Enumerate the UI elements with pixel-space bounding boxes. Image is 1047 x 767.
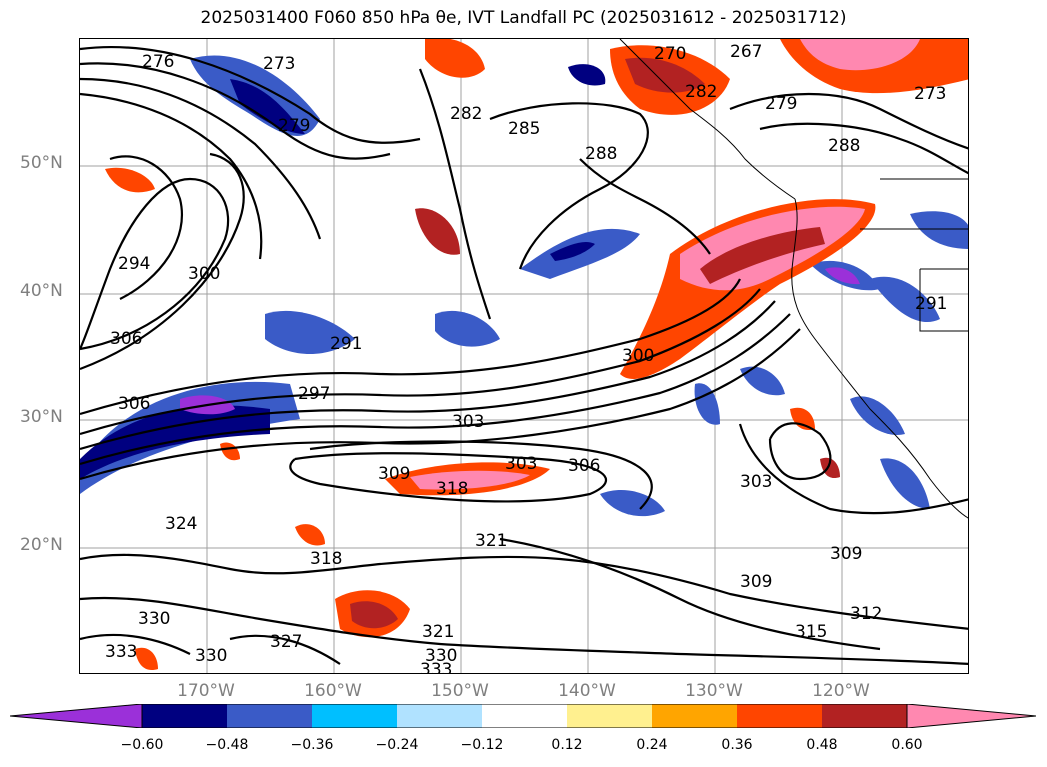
colorbar-svg	[9, 703, 1037, 729]
coastlines	[619, 39, 968, 519]
lat-label-30n: 30°N	[20, 407, 63, 427]
colorbar-bin	[822, 704, 907, 728]
contour-label: 270	[654, 44, 686, 64]
map-svg: 276 273 270 267 273 282 282 285 288 288 …	[80, 39, 968, 674]
contour-label: 312	[850, 604, 882, 624]
contour-label: 303	[505, 454, 537, 474]
positive-pc-shading	[105, 39, 968, 671]
colorbar	[9, 703, 1037, 729]
contour-label: 297	[298, 384, 330, 404]
contour-label: 324	[165, 514, 197, 534]
colorbar-tick: −0.48	[205, 737, 249, 753]
colorbar-tick: 0.12	[551, 737, 583, 753]
contour-label: 306	[110, 329, 142, 349]
lon-label-120w: 120°W	[812, 681, 870, 701]
lon-label-150w: 150°W	[431, 681, 489, 701]
contour-label: 288	[828, 136, 860, 156]
colorbar-tick: −0.12	[460, 737, 504, 753]
lon-label-160w: 160°W	[304, 681, 362, 701]
map-title: 2025031400 F060 850 hPa θe, IVT Landfall…	[200, 8, 847, 28]
colorbar-bin	[567, 704, 652, 728]
colorbar-tick: 0.48	[806, 737, 838, 753]
contour-label: 303	[740, 472, 772, 492]
colorbar-bin	[737, 704, 822, 728]
contour-label: 288	[585, 144, 617, 164]
colorbar-bin	[227, 704, 312, 728]
contour-label: 276	[142, 52, 174, 72]
contour-label: 321	[422, 622, 454, 642]
colorbar-bin	[652, 704, 737, 728]
contour-label: 309	[830, 544, 862, 564]
contour-label: 282	[450, 104, 482, 124]
contour-label: 333	[420, 660, 452, 674]
contour-label: 267	[730, 42, 762, 62]
contour-label: 300	[188, 264, 220, 284]
contour-label: 318	[310, 549, 342, 569]
contour-label: 330	[195, 646, 227, 666]
contour-label: 309	[378, 464, 410, 484]
contour-label: 300	[622, 346, 654, 366]
lat-label-40n: 40°N	[20, 281, 63, 301]
contour-label: 294	[118, 254, 150, 274]
contour-label: 321	[475, 531, 507, 551]
contour-label: 285	[508, 119, 540, 139]
colorbar-tick: 0.60	[891, 737, 923, 753]
colorbar-tick: −0.24	[375, 737, 419, 753]
colorbar-tick: 0.36	[721, 737, 753, 753]
contour-label: 303	[452, 412, 484, 432]
lon-label-130w: 130°W	[685, 681, 743, 701]
colorbar-tick: −0.60	[120, 737, 164, 753]
lat-label-20n: 20°N	[20, 535, 63, 555]
contour-label: 279	[765, 94, 797, 114]
map-panel: 276 273 270 267 273 282 282 285 288 288 …	[79, 38, 969, 674]
contour-label: 330	[138, 609, 170, 629]
contour-label: 306	[118, 394, 150, 414]
colorbar-tick: −0.36	[290, 737, 334, 753]
contour-label: 273	[914, 84, 946, 104]
contour-label: 306	[568, 456, 600, 476]
colorbar-bin	[312, 704, 397, 728]
colorbar-under-arrow	[9, 703, 143, 729]
contour-labels: 276 273 270 267 273 282 282 285 288 288 …	[105, 42, 947, 674]
contour-label: 327	[270, 632, 302, 652]
contour-label: 318	[436, 479, 468, 499]
contour-label: 309	[740, 572, 772, 592]
contour-label: 279	[278, 116, 310, 136]
contour-label: 315	[795, 622, 827, 642]
contour-label: 291	[330, 334, 362, 354]
contour-label: 282	[685, 82, 717, 102]
colorbar-bin	[397, 704, 482, 728]
lon-label-170w: 170°W	[177, 681, 235, 701]
theta-e-contours	[80, 45, 968, 665]
contour-label: 330	[425, 646, 457, 666]
contour-label: 333	[105, 642, 137, 662]
contour-label: 273	[263, 54, 295, 74]
lon-label-140w: 140°W	[558, 681, 616, 701]
colorbar-bin	[142, 704, 227, 728]
lat-label-50n: 50°N	[20, 153, 63, 173]
contour-label: 291	[915, 294, 947, 314]
colorbar-bin	[482, 704, 567, 728]
colorbar-tick: 0.24	[636, 737, 668, 753]
colorbar-over-arrow	[906, 703, 1037, 729]
